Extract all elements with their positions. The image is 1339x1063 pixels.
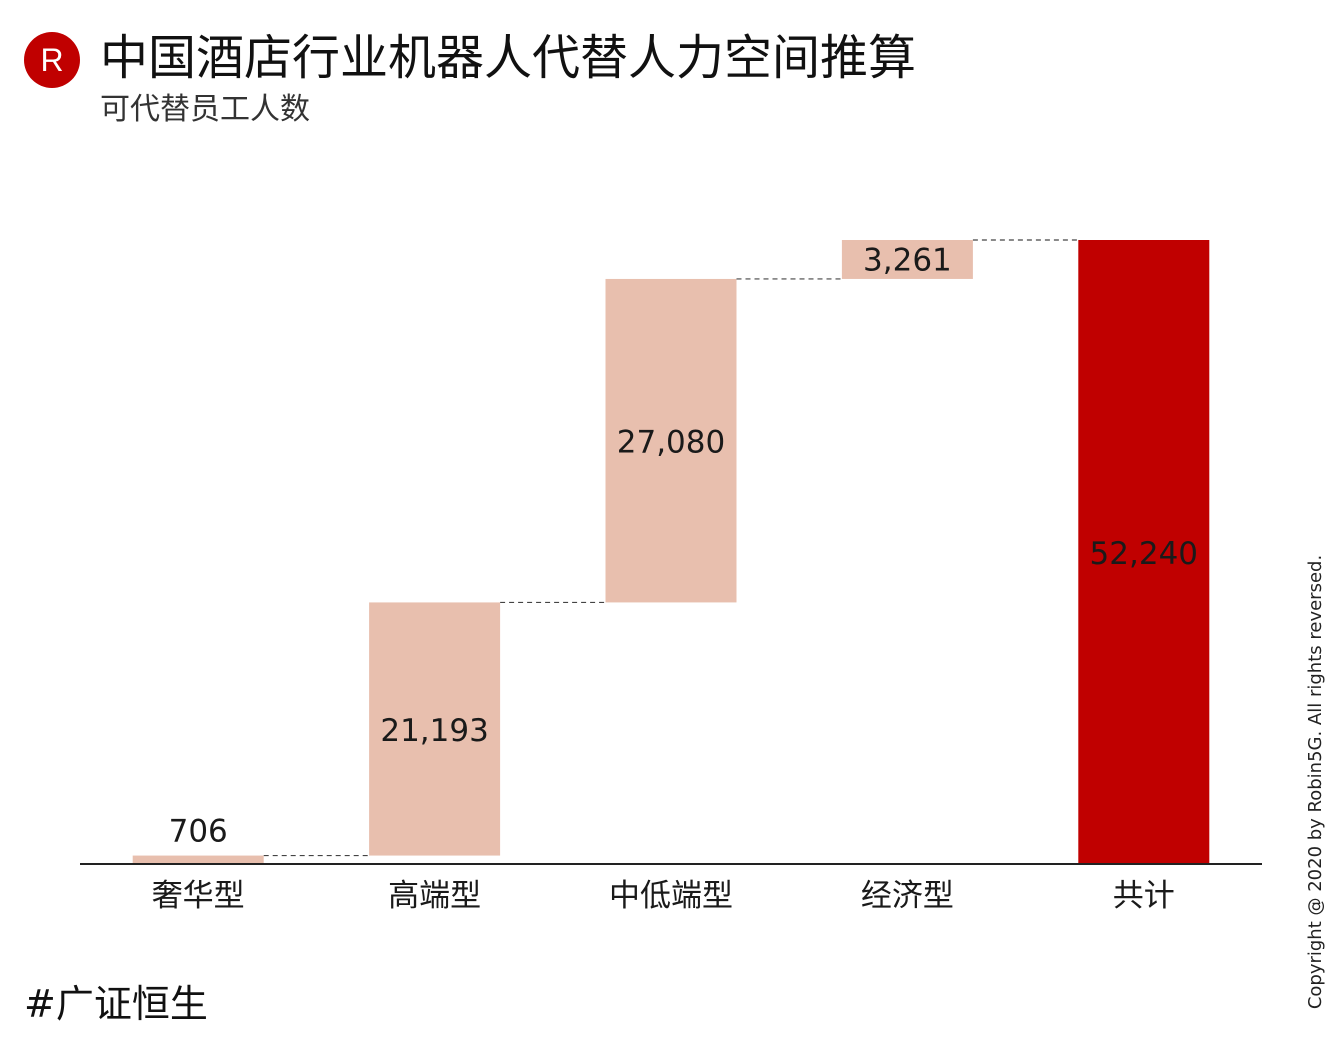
value-label: 21,193 xyxy=(380,713,488,749)
bar-4 xyxy=(841,240,973,279)
bar-1 xyxy=(132,855,264,864)
category-labels: 奢华型 高端型 中低端型 经济型 共计 xyxy=(152,878,1175,914)
value-label: 706 xyxy=(169,814,228,850)
value-label: 52,240 xyxy=(1090,536,1198,572)
bars xyxy=(132,240,1210,864)
bar-3 xyxy=(605,278,737,603)
value-labels: 706 21,193 27,080 3,261 52,240 xyxy=(169,242,1198,849)
category-label: 高端型 xyxy=(388,878,481,914)
value-label: 3,261 xyxy=(863,242,952,278)
bar-total xyxy=(1078,240,1210,864)
logo-circle xyxy=(24,32,80,88)
robin5g-logo: R xyxy=(24,32,80,88)
copyright-text: Copyright @ 2020 by Robin5G. All rights … xyxy=(1305,554,1326,1010)
category-label: 共计 xyxy=(1113,878,1175,914)
chart-subtitle: 可代替员工人数 xyxy=(100,92,310,127)
category-label: 中低端型 xyxy=(609,878,733,914)
source-label: #广证恒生 xyxy=(24,982,208,1026)
chart-title: 中国酒店行业机器人代替人力空间推算 xyxy=(100,30,917,86)
bar-2 xyxy=(369,602,501,856)
value-label: 27,080 xyxy=(617,425,725,461)
category-label: 奢华型 xyxy=(152,878,245,914)
category-label: 经济型 xyxy=(861,878,954,914)
logo-letter: R xyxy=(40,42,63,78)
